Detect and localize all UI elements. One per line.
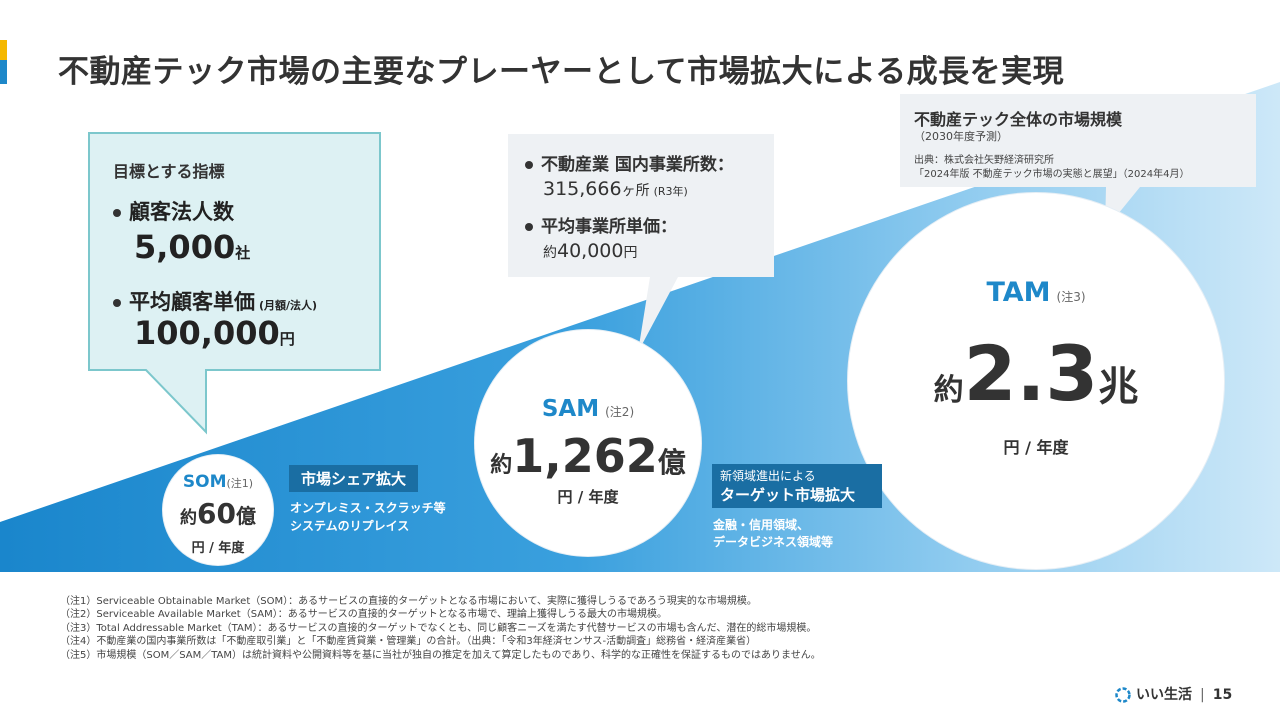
sam-info-item-offices: 不動産業 国内事業所数： <box>525 150 734 175</box>
bullet-dot-icon <box>113 299 121 307</box>
som-label: SOM <box>182 472 227 492</box>
tag1-desc-1: オンプレミス・スクラッチ等 <box>290 501 446 515</box>
sam-info-callout-shape <box>508 134 774 352</box>
sam-note: (注2) <box>605 405 635 419</box>
tag-market-share-expansion: 市場シェア拡大 <box>289 465 419 492</box>
tag-target-market-expansion: 新領域進出による ターゲット市場拡大 <box>712 464 882 508</box>
footnote-3: （注3）Total Addressable Market（TAM）：あるサービス… <box>60 622 817 634</box>
footer-divider: | <box>1200 687 1205 703</box>
sam-offices-value-row: 315,666ヶ所 (R3年) <box>543 178 688 200</box>
bullet-dot-icon <box>525 161 533 169</box>
kpi-unit-price-value: 100,000 <box>134 314 280 352</box>
footnote-2: （注2）Serviceable Available Market（SAM）：ある… <box>60 609 668 621</box>
som-label-row: SOM(注1) <box>163 472 273 492</box>
tam-info-callout-shape <box>900 94 1256 230</box>
sam-offices-unit: ヶ所 <box>621 183 650 199</box>
sam-value-row: 約1,262億 <box>475 430 701 482</box>
tam-label: TAM <box>986 277 1051 308</box>
tam-info-source-2: 「2024年版 不動産テック市場の実態と展望」（2024年4月） <box>914 169 1190 180</box>
tam-prefix: 約 <box>933 373 964 408</box>
sam-unit: 億 <box>657 446 686 479</box>
tag1-desc-2: システムのリプレイス <box>290 519 410 533</box>
kpi-unit-price-unit: 円 <box>279 330 295 348</box>
tag2-desc-1: 金融・信用領域、 <box>713 518 810 532</box>
sam-unit-price-label: 平均事業所単価： <box>541 217 677 237</box>
som-circle <box>163 455 273 565</box>
tam-circle <box>848 193 1224 569</box>
title-accent-yellow <box>0 40 7 60</box>
som-value-row: 約60億 <box>163 498 273 530</box>
bullet-dot-icon <box>113 209 121 217</box>
sam-per: 円 / 年度 <box>557 488 619 506</box>
som-per: 円 / 年度 <box>191 541 245 556</box>
som-prefix: 約 <box>180 508 198 528</box>
tam-unit: 兆 <box>1098 364 1139 410</box>
sam-offices-note: (R3年) <box>653 185 688 198</box>
footnote-4: （注4）不動産業の国内事業所数は「不動産取引業」と「不動産賃貸業・管理業」の合計… <box>60 636 757 648</box>
tam-per: 円 / 年度 <box>1003 438 1069 457</box>
tag2-label-2: ターゲット市場拡大 <box>720 486 856 504</box>
tam-info-source-1: 出典：株式会社矢野経済研究所 <box>914 155 1054 166</box>
sam-label-row: SAM (注2) <box>475 396 701 422</box>
som-unit: 億 <box>235 504 256 528</box>
sam-unit-price-value: 40,000 <box>557 240 624 262</box>
sam-label: SAM <box>541 396 600 422</box>
sam-offices-label: 不動産業 国内事業所数： <box>541 155 734 175</box>
sam-unit-price-prefix: 約 <box>543 245 557 261</box>
kpi-customers-value: 5,000 <box>134 228 236 266</box>
ring-logo-icon <box>1115 687 1131 703</box>
footer: いい生活 | 15 <box>1114 684 1232 704</box>
page-number: 15 <box>1212 687 1233 703</box>
sam-info-item-unit-price: 平均事業所単価： <box>525 212 677 237</box>
sam-value: 1,262 <box>512 429 658 483</box>
kpi-unit-price-sub: (月額/法人) <box>259 299 318 312</box>
sam-unit-price-value-row: 約40,000円 <box>543 240 637 262</box>
bullet-dot-icon <box>525 223 533 231</box>
kpi-customers-value-row: 5,000社 <box>134 228 250 266</box>
kpi-item-unit-price: 平均顧客単価 (月額/法人) <box>113 286 317 316</box>
brand-name: いい生活 <box>1136 687 1192 703</box>
kpi-unit-price-value-row: 100,000円 <box>134 314 295 352</box>
tam-note: (注3) <box>1056 290 1086 304</box>
footnotes: （注1）Serviceable Obtainable Market（SOM）：あ… <box>60 595 821 662</box>
sam-circle <box>475 330 701 556</box>
title-accent-blue <box>0 60 7 84</box>
tam-info-heading: 不動産テック全体の市場規模 <box>914 110 1123 129</box>
sam-offices-value: 315,666 <box>543 178 622 200</box>
kpi-unit-price-label: 平均顧客単価 <box>129 290 255 314</box>
sam-unit-price-unit: 円 <box>623 245 638 261</box>
som-note: (注1) <box>226 477 254 490</box>
kpi-heading: 目標とする指標 <box>113 162 225 181</box>
kpi-item-customers: 顧客法人数 <box>113 196 234 226</box>
page-title: 不動産テック市場の主要なプレーヤーとして市場拡大による成長を実現 <box>58 54 1065 90</box>
kpi-customers-unit: 社 <box>235 244 251 262</box>
som-value: 60 <box>197 497 236 530</box>
tam-value-row: 約2.3兆 <box>848 334 1224 414</box>
footnote-5: （注5）市場規模（SOM／SAM／TAM）は統計資料や公開資料等を基に当社が独自… <box>60 649 821 661</box>
sam-prefix: 約 <box>490 453 513 478</box>
kpi-customers-label: 顧客法人数 <box>129 200 234 224</box>
tag2-desc-2: データビジネス領域等 <box>713 535 834 549</box>
footnote-1: （注1）Serviceable Obtainable Market（SOM）：あ… <box>60 596 757 607</box>
tam-value: 2.3 <box>963 329 1099 418</box>
tam-info-sub: （2030年度予測） <box>914 130 1008 143</box>
kpi-callout-shape <box>88 132 381 435</box>
tam-label-row: TAM (注3) <box>848 277 1224 308</box>
tag2-label-1: 新領域進出による <box>720 469 816 483</box>
